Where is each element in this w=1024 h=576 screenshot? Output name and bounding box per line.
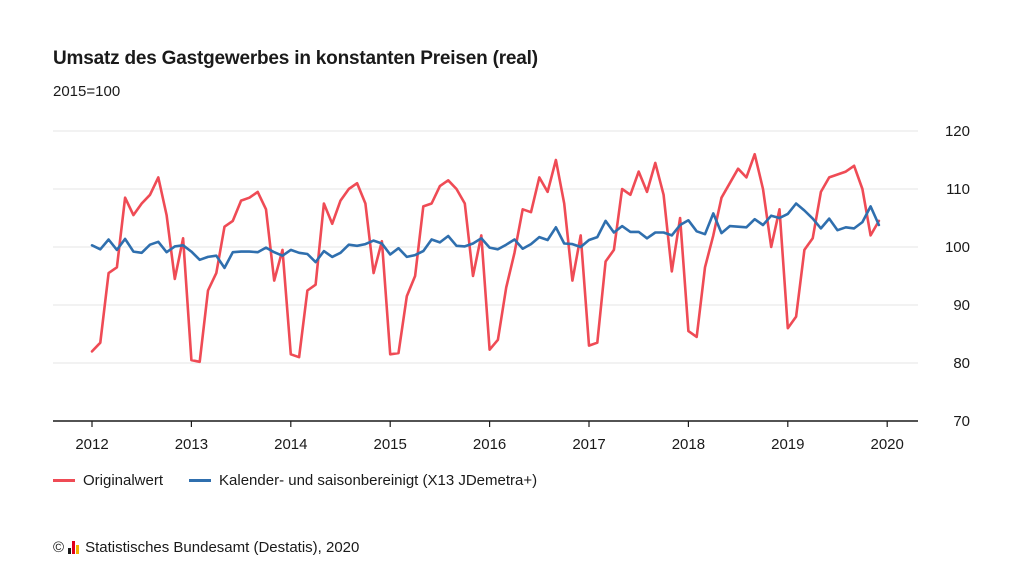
destatis-logo-icon	[68, 541, 80, 554]
source-line: © Statistisches Bundesamt (Destatis), 20…	[53, 539, 359, 556]
copyright-symbol: ©	[53, 539, 65, 556]
x-axis: 2012 2013 2014 2015 2016 2017 2018 2019 2020	[53, 420, 918, 453]
y-tick-label: 120	[945, 123, 970, 140]
x-tick-label: 2019	[771, 436, 804, 453]
x-tick-label: 2015	[374, 436, 407, 453]
series-line-original	[90, 152, 881, 364]
series-line-adjusted	[90, 202, 881, 270]
chart-subtitle: 2015=100	[53, 83, 121, 100]
x-tick-label: 2014	[274, 436, 307, 453]
y-tick-label: 110	[946, 181, 970, 198]
x-tick-label: 2013	[175, 436, 208, 453]
x-tick-label: 2017	[572, 436, 605, 453]
x-tick-label: 2016	[473, 436, 506, 453]
y-tick-label: 90	[953, 297, 970, 314]
legend-swatch-adjusted	[189, 479, 212, 482]
x-tick-label: 2020	[871, 436, 904, 453]
y-tick-label: 80	[953, 355, 970, 372]
chart-title: Umsatz des Gastgewerbes in konstanten Pr…	[53, 48, 538, 69]
y-tick-label: 70	[953, 413, 970, 430]
legend-item-adjusted: Kalender- und saisonbereinigt (X13 JDeme…	[189, 472, 537, 489]
y-axis-ticks: 70 80 90 100 110 120	[945, 123, 970, 430]
legend-label-original: Originalwert	[83, 472, 164, 489]
x-tick-label: 2012	[75, 436, 108, 453]
y-tick-label: 100	[945, 239, 970, 256]
x-tick-label: 2018	[672, 436, 705, 453]
legend-swatch-original	[53, 479, 75, 482]
source-text: Statistisches Bundesamt (Destatis), 2020	[85, 539, 360, 556]
legend-item-original: Originalwert	[53, 472, 163, 489]
data-series	[90, 152, 881, 364]
grid-lines	[53, 130, 918, 364]
legend-label-adjusted: Kalender- und saisonbereinigt (X13 JDeme…	[219, 472, 538, 489]
legend: Originalwert Kalender- und saisonbereini…	[53, 472, 563, 489]
